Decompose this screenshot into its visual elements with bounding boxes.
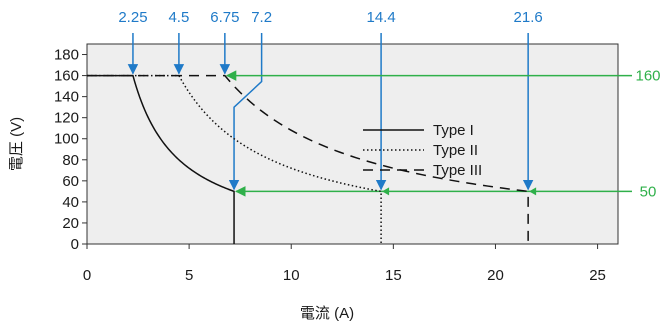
current-annotation-label: 2.25 [118,9,147,26]
y-axis-label: 電圧 (V) [8,117,25,171]
current-annotation-label: 21.6 [514,9,543,26]
blue-annotations: 2.25 4.5 6.75 7.2 14.4 21.6 [118,9,543,191]
green-annotations: 160 50 [225,68,661,200]
current-annotation-label: 4.5 [168,9,189,26]
y-tick-label: 100 [54,131,79,148]
voltage-annotation-arrowhead [382,187,390,196]
series-line [87,74,382,244]
x-tick-label: 10 [283,267,300,284]
y-tick-label: 180 [54,47,79,64]
legend: Type I Type II Type III [363,122,482,179]
series-layer [87,74,529,244]
y-tick-label: 60 [62,173,79,190]
legend-label: Type III [433,162,482,179]
voltage-annotation-label: 160 [635,68,660,85]
x-tick-label: 20 [487,267,504,284]
current-annotation-label: 7.2 [251,9,272,26]
axes-layer: 0 20 40 60 80 100 120 140 160 180 0 5 10 15 20 25 [54,47,606,284]
plot-area [86,43,619,245]
current-annotation-arrow [228,33,263,191]
current-annotation-label: 6.75 [210,9,239,26]
series-line [87,74,235,244]
y-tick-label: 120 [54,110,79,127]
x-tick-label: 0 [83,267,91,284]
legend-label: Type I [433,122,474,139]
x-tick-label: 5 [185,267,193,284]
x-axis-label: 電流 (A) [300,305,354,322]
voltage-annotation-label: 50 [640,183,657,200]
current-annotation-label: 14.4 [366,9,395,26]
legend-label: Type II [433,142,478,159]
y-tick-label: 0 [71,236,79,253]
y-tick-label: 80 [62,152,79,169]
y-tick-label: 160 [54,68,79,85]
y-tick-label: 140 [54,89,79,106]
x-tick-label: 15 [385,267,402,284]
voltage-annotation-arrowhead [529,187,537,196]
y-tick-label: 20 [62,215,79,232]
x-tick-label: 25 [589,267,606,284]
y-tick-label: 40 [62,194,79,211]
